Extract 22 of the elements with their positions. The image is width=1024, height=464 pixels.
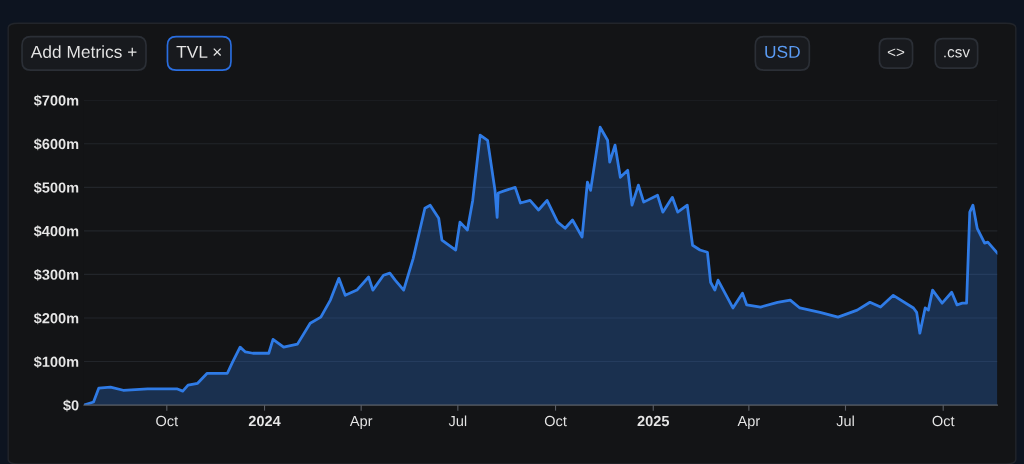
x-tick-label: 2024	[248, 415, 281, 427]
y-tick-label: $0	[63, 399, 79, 412]
x-tick-label: Oct	[932, 415, 955, 427]
y-tick-label: $500m	[33, 181, 79, 194]
y-tick-label: $600m	[33, 138, 79, 151]
y-tick-label: $300m	[33, 268, 79, 281]
y-tick-label: $400m	[33, 225, 79, 238]
x-tick-label: Apr	[737, 416, 760, 430]
text: TVL ×	[176, 45, 222, 58]
x-tick-label: Jul	[836, 415, 854, 427]
text: <>	[887, 48, 905, 57]
y-tick-label: $200m	[33, 312, 79, 325]
text: USD	[765, 45, 800, 59]
text: .csv	[944, 49, 970, 58]
x-tick-label: Oct	[544, 415, 567, 427]
x-tick-label: Jul	[448, 415, 467, 427]
y-tick-label: $100m	[33, 355, 79, 368]
x-tick-label: Oct	[156, 415, 179, 427]
text: Add Metrics +	[30, 45, 137, 59]
x-tick-label: 2025	[637, 415, 670, 427]
y-tick-label: $700m	[33, 94, 79, 107]
x-tick-label: Apr	[349, 416, 373, 430]
